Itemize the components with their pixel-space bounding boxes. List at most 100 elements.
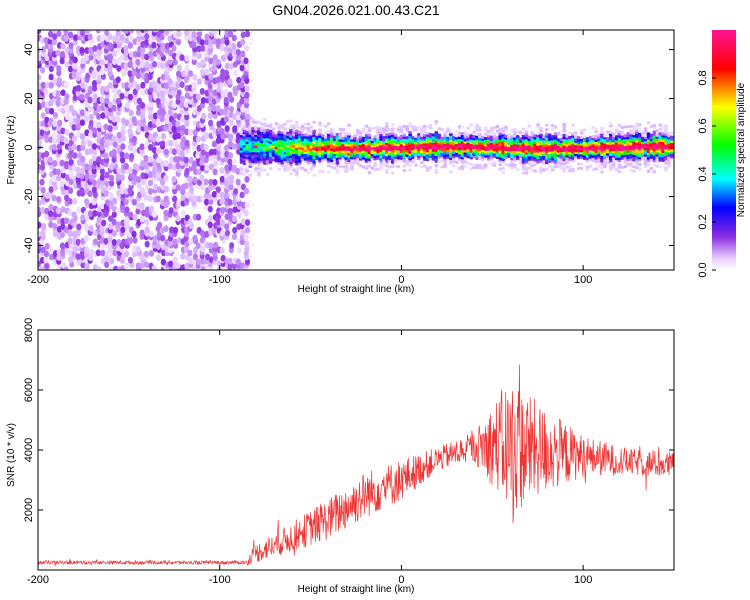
spectrogram-cell xyxy=(492,126,497,130)
spectrogram-cell xyxy=(629,129,634,133)
spectrogram-cell xyxy=(107,61,113,69)
spectrogram-cell xyxy=(637,167,642,171)
spectrogram-cell xyxy=(600,132,604,137)
spectrogram-cell xyxy=(367,126,372,131)
spectrogram-cell xyxy=(399,136,404,140)
spectrogram-cell xyxy=(335,150,340,154)
spectrogram-cell xyxy=(75,84,82,92)
spectrogram-cell xyxy=(223,144,230,152)
spectrogram-cell xyxy=(286,135,290,139)
spectrogram-cell xyxy=(387,128,392,132)
spectrogram-cell xyxy=(533,158,538,162)
spectrogram-cell xyxy=(283,168,288,173)
spectrogram-xtick-label: 0 xyxy=(398,274,404,286)
spectrogram-cell xyxy=(151,60,158,68)
spectrogram-cell xyxy=(329,165,334,169)
spectrogram-cell xyxy=(390,160,395,164)
spectrogram-cell xyxy=(594,140,599,145)
spectrogram-cell xyxy=(585,165,590,169)
spectrogram-cell xyxy=(259,126,264,130)
spectrogram-cell xyxy=(637,136,642,140)
spectrogram-cell xyxy=(541,161,546,165)
spectrogram-cell xyxy=(358,164,363,168)
spectrogram-cell xyxy=(640,141,645,145)
spectrogram-cell xyxy=(402,144,407,148)
spectrogram-cell xyxy=(480,142,485,146)
spectrogram-cell xyxy=(172,256,178,264)
spectrogram-cell xyxy=(224,164,230,172)
spectrogram-cell xyxy=(224,38,230,46)
spectrogram-cell xyxy=(195,242,201,250)
spectrogram-cell xyxy=(550,150,555,154)
spectrogram-cell xyxy=(498,145,503,149)
spectrogram-cell xyxy=(411,151,415,155)
spectrogram-cell xyxy=(603,136,607,140)
spectrogram-cell xyxy=(446,149,450,153)
spectrogram-cell xyxy=(257,171,261,175)
spectrogram-cell xyxy=(559,166,564,170)
spectrogram-cell xyxy=(510,166,514,170)
spectrogram-cell xyxy=(135,109,142,116)
spectrogram-cell xyxy=(364,164,369,168)
spectrogram-cell xyxy=(379,126,383,130)
spectrogram-cell xyxy=(507,146,511,150)
spectrogram-cell xyxy=(364,166,369,170)
spectrogram-cell xyxy=(184,30,190,37)
spectrogram-cell xyxy=(501,170,506,175)
spectrogram-cell xyxy=(60,206,66,213)
spectrogram-cell xyxy=(239,191,245,199)
spectrogram-cell xyxy=(323,146,328,150)
spectrogram-cell xyxy=(541,150,546,154)
spectrogram-cell xyxy=(44,150,50,158)
spectrogram-cell xyxy=(553,147,558,151)
spectrogram-cell xyxy=(637,156,642,160)
spectrogram-cell xyxy=(257,142,261,146)
spectrogram-cell xyxy=(245,147,250,151)
spectrogram-cell xyxy=(294,166,299,171)
spectrogram-cell xyxy=(550,137,555,141)
spectrogram-cell xyxy=(95,249,101,257)
spectrogram-cell xyxy=(550,128,555,132)
spectrogram-cell xyxy=(536,149,540,153)
spectrogram-cell xyxy=(227,30,234,38)
spectrogram-cell xyxy=(382,155,386,160)
spectrogram-cell xyxy=(582,145,587,150)
spectrogram-cell xyxy=(504,147,508,151)
spectrogram-cell xyxy=(163,214,169,222)
spectrogram-cell xyxy=(297,130,302,135)
spectrogram-cell xyxy=(274,152,279,157)
spectrogram-cell xyxy=(411,136,415,140)
spectrogram-cell xyxy=(440,145,445,149)
spectrogram-cell xyxy=(591,125,596,130)
spectrogram-cell xyxy=(539,170,543,174)
spectrogram-cell xyxy=(289,150,293,154)
spectrogram-cell xyxy=(608,148,613,152)
spectrogram-cell xyxy=(303,133,308,137)
spectrogram-cell xyxy=(495,125,500,129)
spectrogram-cell xyxy=(248,162,253,166)
spectrogram-cell xyxy=(309,125,314,129)
spectrogram-cell xyxy=(472,148,477,152)
spectrogram-cell xyxy=(167,78,173,86)
spectrogram-cell xyxy=(271,153,276,157)
spectrogram-cell xyxy=(143,172,149,180)
spectrogram-cell xyxy=(254,125,258,129)
spectrogram-cell xyxy=(300,129,305,133)
spectrogram-cell xyxy=(240,218,247,226)
spectrogram-cell xyxy=(521,158,526,162)
spectrogram-cell xyxy=(611,141,616,145)
spectrogram-cell xyxy=(103,123,109,131)
spectrogram-cell xyxy=(594,147,599,151)
spectrogram-cell xyxy=(47,210,54,218)
spectrogram-cell xyxy=(524,131,529,135)
spectrogram-cell xyxy=(104,261,110,269)
spectrogram-cell xyxy=(582,141,587,145)
spectrogram-cell xyxy=(539,142,543,146)
spectrogram-cell xyxy=(68,171,74,179)
spectrogram-cell xyxy=(611,132,616,136)
spectrogram-cell xyxy=(617,132,622,136)
spectrogram-cell xyxy=(367,151,372,155)
spectrogram-cell xyxy=(379,131,383,135)
spectrogram-cell xyxy=(332,135,337,139)
spectrogram-cell xyxy=(440,147,445,151)
